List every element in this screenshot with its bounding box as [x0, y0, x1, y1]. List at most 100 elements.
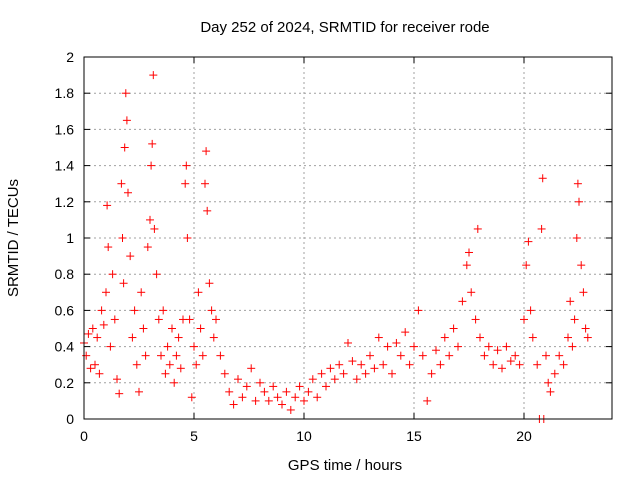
y-tick-label: 1 — [66, 230, 74, 246]
data-point-marker — [273, 393, 282, 402]
x-tick-label: 5 — [190, 428, 198, 444]
data-point-marker — [550, 369, 559, 378]
data-point-marker — [229, 400, 238, 409]
data-point-marker — [544, 378, 553, 387]
data-point-marker — [458, 297, 467, 306]
grid-layer — [84, 57, 612, 419]
data-point-marker — [335, 360, 344, 369]
data-point-marker — [291, 393, 300, 402]
data-point-marker — [528, 333, 537, 342]
data-point-marker — [154, 315, 163, 324]
data-point-marker — [366, 351, 374, 360]
data-point-marker — [183, 234, 192, 242]
data-point-marker — [449, 324, 458, 333]
data-point-marker — [436, 360, 445, 369]
data-point-marker — [110, 315, 119, 324]
data-point-marker — [498, 364, 506, 373]
data-point-marker — [361, 369, 370, 378]
data-point-marker — [182, 161, 191, 170]
y-tick-label: 0.4 — [55, 339, 75, 355]
data-point-marker — [581, 324, 590, 333]
data-point-marker — [388, 369, 396, 378]
data-point-marker — [135, 387, 143, 396]
data-point-marker — [264, 396, 273, 405]
data-point-marker — [220, 369, 229, 378]
data-point-marker — [119, 279, 128, 288]
data-point-marker — [174, 333, 183, 342]
data-point-marker — [396, 351, 405, 360]
data-point-marker — [405, 360, 414, 369]
data-point-marker — [564, 333, 572, 342]
data-point-marker — [462, 261, 471, 270]
data-point-marker — [572, 234, 581, 242]
data-point-marker — [559, 360, 568, 369]
data-point-marker — [357, 360, 366, 369]
data-point-marker — [122, 116, 131, 125]
data-point-marker — [93, 333, 102, 342]
x-axis-title: GPS time / hours — [288, 457, 402, 474]
data-point-marker — [130, 306, 139, 315]
data-point-marker — [97, 306, 106, 315]
data-point-marker — [383, 342, 392, 351]
data-point-marker — [295, 382, 304, 391]
data-point-marker — [149, 71, 158, 80]
data-point-marker — [269, 382, 278, 391]
data-point-marker — [251, 396, 260, 405]
data-point-marker — [88, 324, 97, 333]
data-point-marker — [344, 338, 352, 347]
data-point-marker — [187, 393, 196, 402]
data-point-marker — [418, 351, 427, 360]
data-point-marker — [185, 315, 194, 324]
data-point-marker — [205, 279, 214, 288]
data-point-marker — [152, 270, 161, 279]
data-point-marker — [440, 333, 449, 342]
data-point-marker — [427, 369, 436, 378]
data-point-marker — [339, 369, 348, 378]
data-point-marker — [304, 387, 313, 396]
y-tick-label: 0.8 — [55, 266, 75, 282]
data-point-marker — [128, 333, 137, 342]
data-point-marker — [203, 206, 212, 215]
data-point-marker — [126, 252, 135, 261]
plot-frame — [83, 56, 613, 420]
data-point-marker — [192, 360, 201, 369]
data-point-marker — [242, 382, 251, 391]
data-point-marker — [137, 288, 146, 297]
data-point-marker — [172, 351, 181, 360]
data-point-marker — [566, 297, 575, 306]
data-point-marker — [238, 393, 247, 402]
chart-title: Day 252 of 2024, SRMTID for receiver rod… — [200, 19, 489, 36]
data-point-marker — [515, 360, 524, 369]
data-point-marker — [196, 324, 205, 333]
data-point-marker — [577, 261, 586, 270]
data-point-marker — [102, 288, 110, 297]
data-point-marker — [118, 234, 127, 242]
y-tick-label: 1.2 — [55, 194, 75, 210]
data-point-marker — [157, 351, 165, 360]
data-point-marker — [216, 351, 225, 360]
data-point-marker — [555, 351, 564, 360]
data-point-marker — [150, 224, 159, 233]
data-point-marker — [484, 342, 493, 351]
data-point-marker — [278, 400, 286, 409]
data-point-marker — [139, 324, 148, 333]
data-point-marker — [176, 364, 185, 373]
data-point-marker — [476, 333, 484, 342]
x-tick-label: 10 — [296, 428, 312, 444]
data-point-marker — [471, 315, 480, 324]
data-point-marker — [168, 324, 176, 333]
data-point-marker — [445, 351, 454, 360]
y-tick-label: 0.6 — [55, 302, 75, 318]
data-point-marker — [454, 342, 462, 351]
data-point-marker — [190, 342, 198, 351]
data-point-marker — [247, 364, 256, 373]
data-point-marker — [209, 333, 218, 342]
data-point-marker — [82, 351, 91, 360]
data-point-marker — [489, 360, 498, 369]
data-point-marker — [573, 179, 582, 188]
data-point-marker — [99, 320, 108, 329]
data-point-marker — [159, 306, 168, 315]
data-point-marker — [95, 369, 104, 378]
data-point-marker — [260, 387, 269, 396]
